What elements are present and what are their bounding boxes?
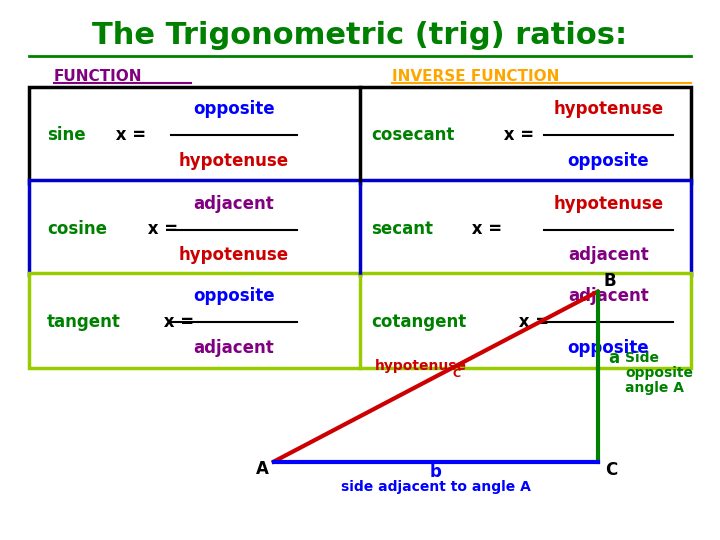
Text: B: B: [603, 272, 616, 290]
Text: side adjacent to angle A: side adjacent to angle A: [341, 481, 531, 495]
Text: sine: sine: [47, 126, 86, 144]
Text: hypotenuse: hypotenuse: [179, 152, 289, 170]
Text: INVERSE FUNCTION: INVERSE FUNCTION: [392, 69, 559, 84]
Text: A: A: [256, 460, 269, 477]
Text: x =: x =: [110, 126, 152, 144]
Text: x =: x =: [513, 313, 555, 332]
Text: a: a: [608, 349, 619, 367]
Text: secant: secant: [371, 220, 433, 239]
Text: Side: Side: [625, 350, 659, 365]
Text: opposite: opposite: [567, 152, 649, 170]
Text: x =: x =: [466, 220, 508, 239]
Text: x =: x =: [498, 126, 539, 144]
Text: x =: x =: [142, 220, 184, 239]
Text: opposite: opposite: [193, 100, 275, 118]
Text: adjacent: adjacent: [568, 246, 649, 265]
Text: cotangent: cotangent: [371, 313, 466, 332]
FancyBboxPatch shape: [29, 180, 691, 275]
Text: opposite: opposite: [567, 339, 649, 357]
Text: adjacent: adjacent: [194, 339, 274, 357]
FancyBboxPatch shape: [29, 273, 691, 368]
Text: cosine: cosine: [47, 220, 107, 239]
Text: opposite: opposite: [193, 287, 275, 306]
Text: tangent: tangent: [47, 313, 121, 332]
Text: hypotenuse: hypotenuse: [554, 194, 663, 213]
Text: hypotenuse: hypotenuse: [374, 359, 467, 373]
FancyBboxPatch shape: [29, 87, 691, 183]
Text: b: b: [430, 463, 441, 481]
Text: C: C: [452, 369, 460, 379]
Text: angle A: angle A: [625, 381, 684, 395]
Text: C: C: [605, 461, 617, 479]
Text: x =: x =: [158, 313, 199, 332]
Text: The Trigonometric (trig) ratios:: The Trigonometric (trig) ratios:: [92, 21, 628, 50]
Text: hypotenuse: hypotenuse: [179, 246, 289, 265]
Text: hypotenuse: hypotenuse: [554, 100, 663, 118]
Text: cosecant: cosecant: [371, 126, 454, 144]
Text: adjacent: adjacent: [568, 287, 649, 306]
Text: adjacent: adjacent: [194, 194, 274, 213]
Text: FUNCTION: FUNCTION: [54, 69, 143, 84]
Text: opposite: opposite: [625, 366, 693, 380]
